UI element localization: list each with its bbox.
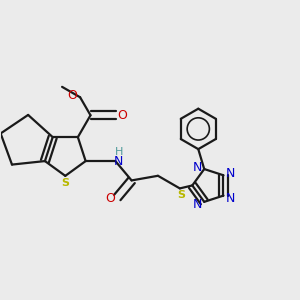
Text: N: N: [193, 161, 202, 174]
Text: N: N: [226, 192, 236, 205]
Text: O: O: [105, 193, 115, 206]
Text: N: N: [226, 167, 236, 180]
Text: S: S: [61, 178, 69, 188]
Text: N: N: [114, 154, 124, 168]
Text: O: O: [117, 109, 127, 122]
Text: H: H: [115, 147, 123, 157]
Text: O: O: [68, 89, 77, 102]
Text: N: N: [193, 198, 202, 211]
Text: S: S: [177, 190, 185, 200]
